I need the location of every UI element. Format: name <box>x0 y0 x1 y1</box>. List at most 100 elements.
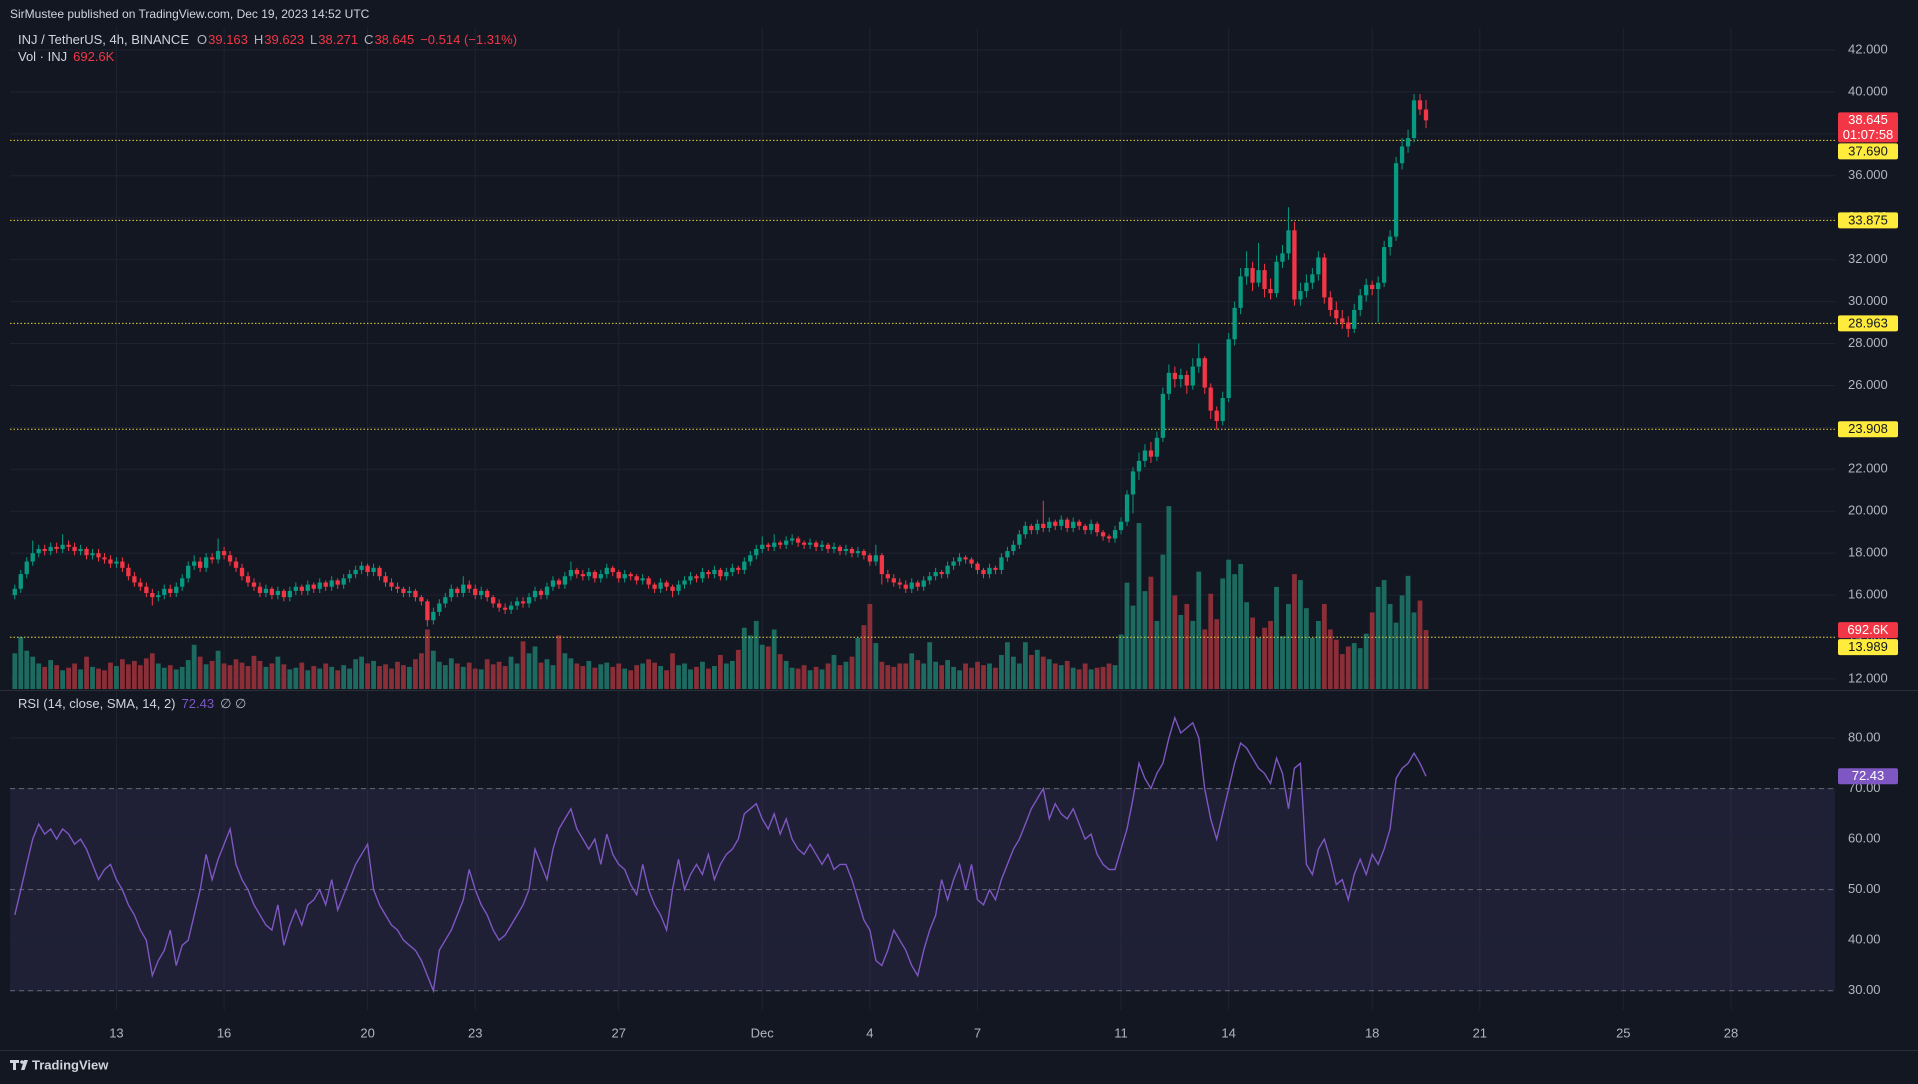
volume-bar <box>1268 620 1273 689</box>
candle-body <box>18 574 23 589</box>
candle-body <box>437 603 442 612</box>
candle-body <box>1280 253 1285 262</box>
volume-bar <box>365 663 370 689</box>
candle-body <box>1292 230 1297 300</box>
candle-body <box>1136 460 1142 472</box>
candle-body <box>395 586 400 589</box>
candle-body <box>36 548 41 554</box>
volume-bar <box>114 666 119 689</box>
candle-body <box>281 590 287 598</box>
candle-body <box>945 565 950 575</box>
volume-bar <box>1058 665 1064 689</box>
volume-bar <box>843 661 849 689</box>
candle-body <box>198 561 203 568</box>
volume-bar <box>867 603 873 689</box>
volume-bar <box>335 670 341 689</box>
volume-bar <box>1298 580 1303 689</box>
candle-body <box>688 576 693 581</box>
volume-bar <box>735 649 741 689</box>
x-tick-label: 7 <box>974 1025 981 1040</box>
volume-bar <box>1172 595 1178 689</box>
candle-body <box>748 555 753 562</box>
volume-bar <box>789 667 795 689</box>
rsi-tick-label: 50.00 <box>1848 881 1881 896</box>
candle-body <box>909 582 914 589</box>
volume-bar <box>1202 629 1208 689</box>
candle-body <box>963 557 968 560</box>
candle-body <box>1005 551 1010 558</box>
candle-body <box>1370 284 1375 290</box>
volume-bar <box>813 666 819 689</box>
volume-bar <box>1351 643 1357 689</box>
volume-bar <box>197 656 203 689</box>
volume-bar <box>903 663 909 689</box>
candle-body <box>1286 230 1291 254</box>
volume-bar <box>215 650 221 689</box>
candle-body <box>1035 523 1040 531</box>
volume-bar <box>873 643 879 689</box>
candle-body <box>951 561 956 566</box>
candle-body <box>54 546 59 549</box>
candle-body <box>1106 536 1112 539</box>
volume-bar <box>1357 648 1363 689</box>
candle-body <box>843 548 849 552</box>
volume-bar <box>269 663 275 689</box>
candle-body <box>1065 519 1070 528</box>
volume-bar <box>801 665 807 689</box>
volume-bar <box>1112 665 1118 689</box>
candle-body <box>347 574 352 579</box>
volume-bar <box>981 665 986 689</box>
candle-body <box>873 555 879 562</box>
candle-body <box>706 572 711 575</box>
legend-item: 692.6K <box>73 49 115 64</box>
volume-bar <box>1148 576 1154 689</box>
candle-body <box>969 559 974 564</box>
candle-body <box>532 590 538 598</box>
candle-body <box>209 557 215 560</box>
y-tick-label: 32.000 <box>1848 251 1888 266</box>
candle-body <box>431 611 436 621</box>
volume-bar <box>126 664 131 689</box>
candle-body <box>425 601 430 621</box>
legend-item: O <box>197 32 207 47</box>
volume-bar <box>676 665 681 689</box>
candle-body <box>341 578 346 585</box>
volume-bar <box>933 661 939 689</box>
candle-body <box>658 582 663 589</box>
logo-part <box>13 1060 16 1070</box>
candle-body <box>1375 282 1381 290</box>
volume-bar <box>1411 612 1417 689</box>
candle-body <box>1184 374 1189 386</box>
volume-bar <box>1208 593 1214 689</box>
candle-body <box>915 582 920 587</box>
candle-body <box>784 540 789 545</box>
volume-bar <box>155 663 161 689</box>
volume-bar <box>341 665 347 689</box>
brand-name: TradingView <box>32 1057 109 1072</box>
candle-body <box>939 572 944 575</box>
candle-body <box>1316 257 1321 275</box>
volume-bar <box>1274 586 1279 689</box>
level-tag-bg <box>1838 639 1898 656</box>
candle-body <box>401 588 406 593</box>
level-tag-bg <box>1838 143 1898 160</box>
volume-bar <box>777 654 783 689</box>
volume-bar <box>1381 580 1387 689</box>
candle-body <box>1214 410 1219 422</box>
volume-bar <box>1232 574 1238 689</box>
candle-body <box>801 542 807 545</box>
candle-body <box>1232 307 1237 340</box>
volume-bar <box>993 667 998 689</box>
volume-bar <box>646 659 652 689</box>
volume-bar <box>957 670 962 689</box>
candle-body <box>1053 521 1058 526</box>
volume-bar <box>1238 563 1244 689</box>
volume-bar <box>1142 591 1148 689</box>
candle-body <box>999 557 1004 570</box>
volume-bar <box>1315 620 1321 689</box>
candle-body <box>1011 544 1016 552</box>
candle-body <box>84 548 89 556</box>
volume-bar <box>706 668 711 689</box>
volume-bar <box>1082 663 1088 689</box>
candle-body <box>162 588 167 596</box>
